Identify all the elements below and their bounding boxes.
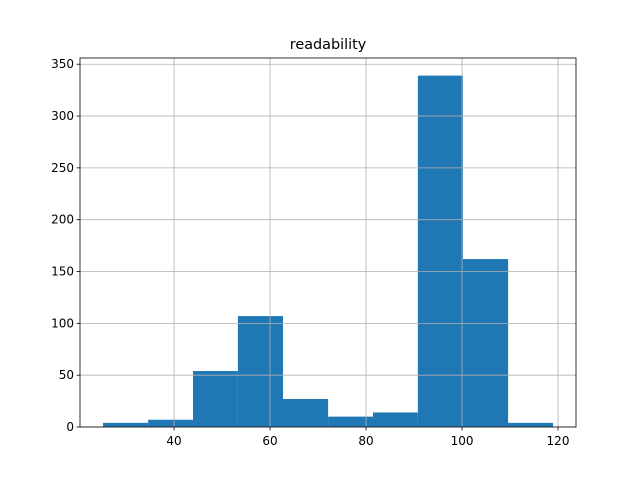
x-tick-label: 60 [262, 434, 277, 448]
y-tick-label: 250 [51, 161, 74, 175]
bar [462, 259, 509, 427]
y-tick-label: 150 [51, 265, 74, 279]
bar [237, 316, 284, 427]
bar [193, 371, 238, 427]
y-tick-label: 100 [51, 316, 74, 330]
bar [148, 419, 194, 427]
bar [508, 422, 553, 427]
bar [417, 75, 463, 427]
x-tick-label: 80 [358, 434, 373, 448]
x-tick-label: 120 [547, 434, 570, 448]
bar [283, 399, 329, 427]
y-tick-label: 200 [51, 213, 74, 227]
plot-frame [79, 57, 577, 428]
chart-title: readability [290, 37, 367, 53]
bar [103, 422, 149, 427]
y-tick-label: 50 [59, 368, 74, 382]
bar [372, 412, 418, 427]
y-tick-label: 350 [51, 57, 74, 71]
x-tick-label: 100 [451, 434, 474, 448]
bar [328, 416, 373, 427]
x-tick-label: 40 [166, 434, 181, 448]
y-tick-label: 0 [66, 420, 74, 434]
y-tick-label: 300 [51, 109, 74, 123]
